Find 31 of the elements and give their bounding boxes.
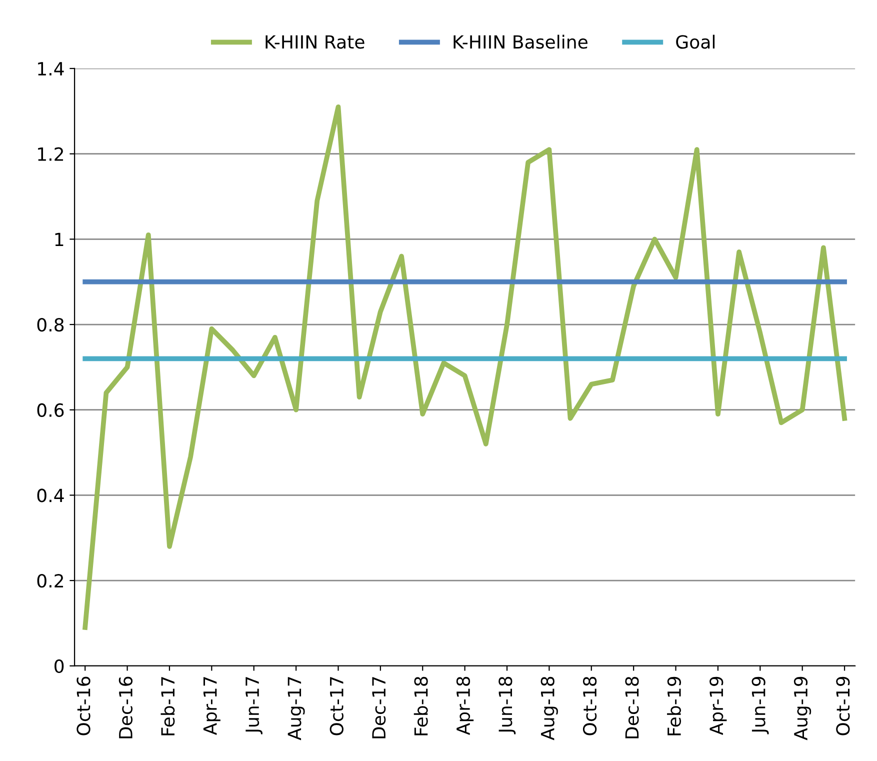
y-tick-label: 1.4 bbox=[38, 62, 64, 76]
line-series bbox=[82, 104, 847, 630]
x-tick-label: Oct-17 bbox=[330, 677, 344, 736]
x-tick-label: Dec-18 bbox=[625, 676, 639, 738]
y-tick-label: 0.6 bbox=[37, 403, 64, 417]
x-tick-label: Dec-17 bbox=[372, 677, 386, 738]
y-tick-label: 0.2 bbox=[37, 574, 64, 588]
legend-label: K-HIIN Baseline bbox=[454, 34, 588, 49]
x-tick-label: Jun-18 bbox=[498, 676, 516, 734]
y-tick-label: 0 bbox=[54, 659, 64, 673]
x-tick-label: Aug-18 bbox=[540, 676, 558, 740]
x-tick-label: Aug-17 bbox=[288, 677, 305, 740]
x-tick-label: Dec-16 bbox=[118, 676, 133, 738]
y-tick-label: 1.2 bbox=[38, 147, 64, 161]
x-tick-label: Aug-19 bbox=[794, 676, 812, 740]
x-tick-label: Oct-19 bbox=[836, 676, 850, 736]
x-tick-label: Feb-19 bbox=[667, 676, 682, 736]
x-tick-label: Jun-19 bbox=[752, 676, 769, 734]
x-tick-label: Apr-17 bbox=[203, 677, 220, 736]
x-tick-label: Feb-18 bbox=[414, 676, 428, 736]
y-tick-label: 0.4 bbox=[37, 488, 64, 502]
legend-label: K-HIIN Rate bbox=[266, 35, 364, 49]
y-tick-label: 1 bbox=[55, 232, 64, 246]
x-tick-label: Jun-17 bbox=[246, 677, 262, 734]
y-tick-label: 0.8 bbox=[37, 318, 64, 332]
x-tick-label: Feb-17 bbox=[160, 677, 175, 736]
x-tick-label: Oct-16 bbox=[76, 676, 90, 736]
legend-label: Goal bbox=[676, 34, 715, 49]
x-tick-label: Apr-19 bbox=[710, 676, 727, 736]
x-tick-label: Apr-18 bbox=[456, 676, 474, 736]
x-tick-label: Oct-18 bbox=[582, 676, 597, 736]
